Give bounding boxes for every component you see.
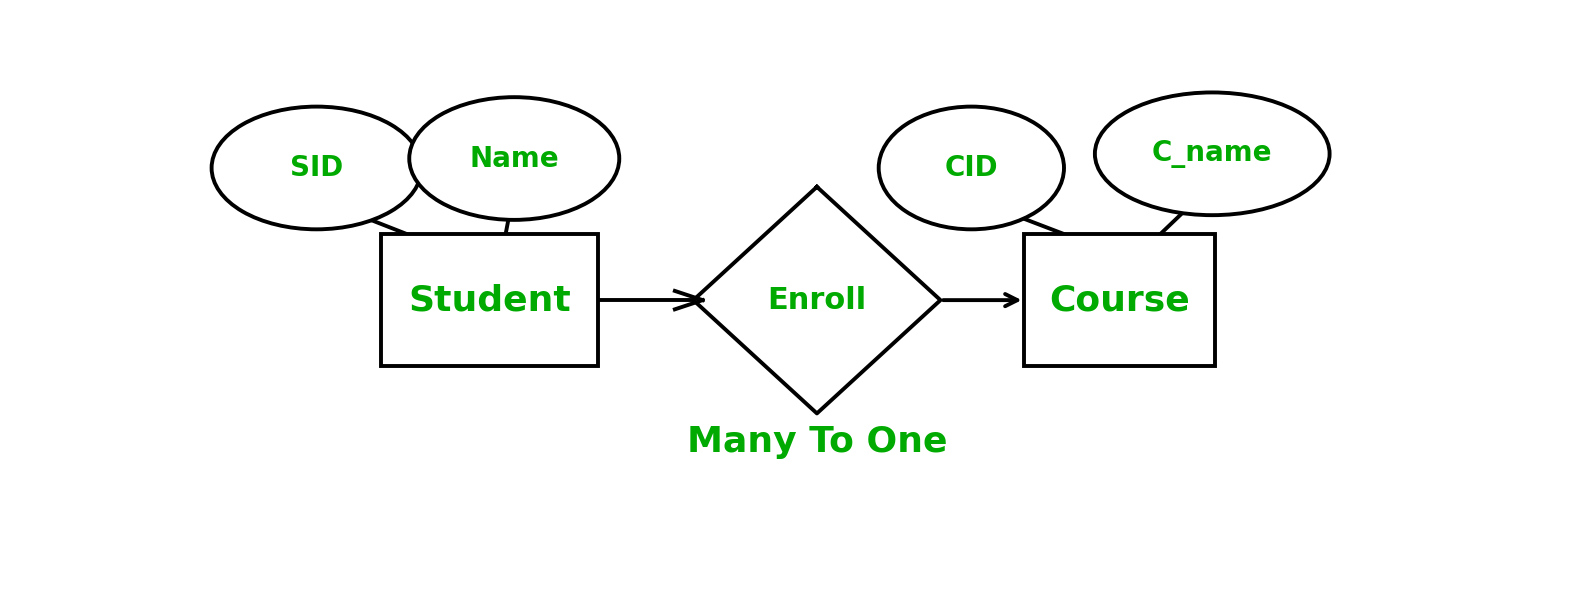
- Text: C_name: C_name: [1152, 140, 1272, 168]
- Text: SID: SID: [290, 154, 343, 182]
- Text: CID: CID: [945, 154, 998, 182]
- Ellipse shape: [212, 107, 421, 229]
- Text: Name: Name: [470, 145, 559, 172]
- Ellipse shape: [410, 97, 620, 220]
- Text: Student: Student: [408, 283, 571, 317]
- Text: Enroll: Enroll: [767, 286, 867, 314]
- Ellipse shape: [1095, 93, 1329, 215]
- Polygon shape: [693, 187, 940, 413]
- Text: Course: Course: [1049, 283, 1191, 317]
- Ellipse shape: [878, 107, 1065, 229]
- Bar: [1023, 234, 1215, 366]
- Bar: [381, 234, 598, 366]
- Text: Many To One: Many To One: [687, 425, 947, 459]
